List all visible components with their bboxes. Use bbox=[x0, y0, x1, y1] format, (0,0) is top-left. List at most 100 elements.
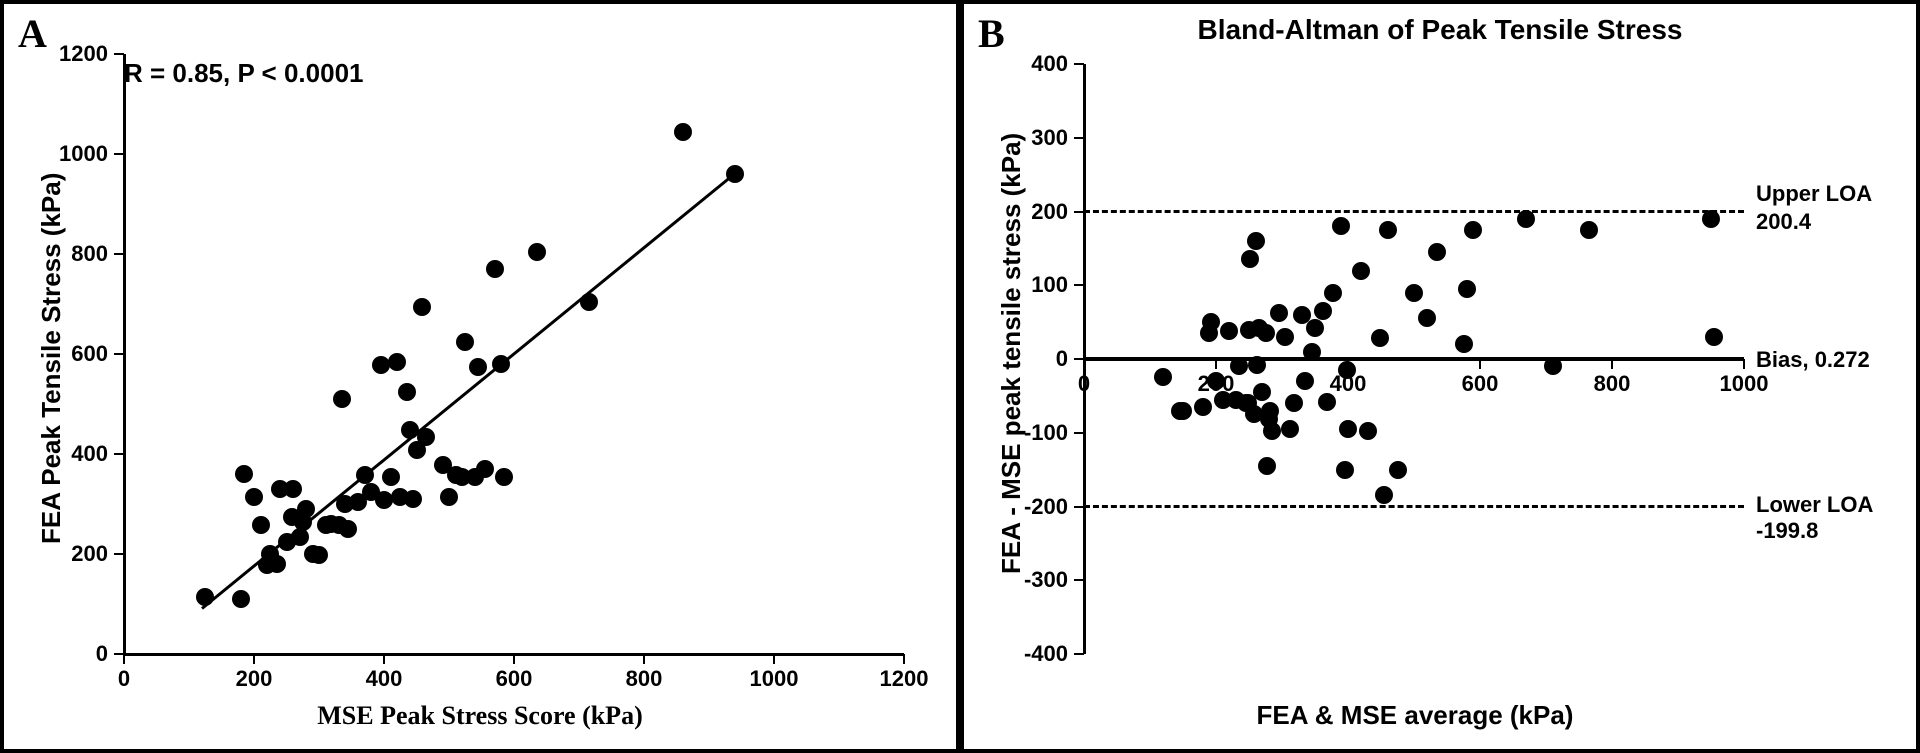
y-tick bbox=[1074, 506, 1084, 508]
data-point bbox=[1174, 402, 1192, 420]
data-point bbox=[1352, 262, 1370, 280]
y-tick bbox=[1074, 432, 1084, 434]
data-point bbox=[1544, 357, 1562, 375]
lower-loa-line bbox=[1084, 505, 1744, 508]
panel-a-x-title: MSE Peak Stress Score (kPa) bbox=[4, 701, 956, 731]
data-point bbox=[1220, 322, 1238, 340]
y-tick bbox=[1074, 653, 1084, 655]
x-tick-label: 600 bbox=[496, 666, 533, 692]
lower-loa-value: -199.8 bbox=[1756, 518, 1818, 544]
x-tick bbox=[253, 654, 255, 664]
data-point bbox=[404, 490, 422, 508]
data-point bbox=[333, 390, 351, 408]
x-tick bbox=[383, 654, 385, 664]
data-point bbox=[1580, 221, 1598, 239]
data-point bbox=[1285, 394, 1303, 412]
data-point bbox=[1339, 420, 1357, 438]
y-tick bbox=[114, 453, 124, 455]
upper-loa-label: Upper LOA bbox=[1756, 181, 1872, 207]
data-point bbox=[486, 260, 504, 278]
x-tick-label: 1000 bbox=[750, 666, 799, 692]
data-point bbox=[1336, 461, 1354, 479]
data-point bbox=[1296, 372, 1314, 390]
bias-line bbox=[1084, 357, 1744, 360]
data-point bbox=[413, 298, 431, 316]
panel-b-x-title: FEA & MSE average (kPa) bbox=[914, 700, 1916, 731]
data-point bbox=[382, 468, 400, 486]
y-tick bbox=[1074, 284, 1084, 286]
data-point bbox=[398, 383, 416, 401]
data-point bbox=[245, 488, 263, 506]
data-point bbox=[1241, 250, 1259, 268]
data-point bbox=[1263, 422, 1281, 440]
panel-b: B Bland-Altman of Peak Tensile Stress 02… bbox=[960, 0, 1920, 753]
panel-a-y-title: FEA Peak Tensile Stress (kPa) bbox=[36, 173, 67, 544]
data-point bbox=[1324, 284, 1342, 302]
x-tick bbox=[1083, 359, 1085, 369]
data-point bbox=[1258, 457, 1276, 475]
y-tick bbox=[1074, 358, 1084, 360]
y-tick bbox=[1074, 579, 1084, 581]
data-point bbox=[1428, 243, 1446, 261]
data-point bbox=[1379, 221, 1397, 239]
data-point bbox=[1281, 420, 1299, 438]
panel-b-plot: 02004006008001000-400-300-200-1000100200… bbox=[1084, 64, 1744, 654]
data-point bbox=[1257, 324, 1275, 342]
panel-a-plot: 0200400600800100012000200400600800100012… bbox=[124, 54, 904, 654]
data-point bbox=[372, 356, 390, 374]
y-tick bbox=[114, 153, 124, 155]
data-point bbox=[375, 491, 393, 509]
y-tick-label: 0 bbox=[38, 641, 108, 667]
x-tick-label: 800 bbox=[1594, 371, 1631, 397]
x-tick bbox=[1215, 359, 1217, 369]
data-point bbox=[1517, 210, 1535, 228]
data-point bbox=[284, 480, 302, 498]
data-point bbox=[1261, 402, 1279, 420]
data-point bbox=[1375, 486, 1393, 504]
y-tick bbox=[114, 253, 124, 255]
data-point bbox=[1306, 319, 1324, 337]
y-tick-label: 400 bbox=[998, 51, 1068, 77]
data-point bbox=[1202, 313, 1220, 331]
data-point bbox=[1371, 329, 1389, 347]
y-tick bbox=[1074, 63, 1084, 65]
data-point bbox=[232, 590, 250, 608]
panel-b-y-title: FEA - MSE peak tensile stress (kPa) bbox=[996, 133, 1027, 574]
data-point bbox=[1207, 372, 1225, 390]
upper-loa-value: 200.4 bbox=[1756, 209, 1811, 235]
figure: A R = 0.85, P < 0.0001 02004006008001000… bbox=[0, 0, 1920, 753]
data-point bbox=[1705, 328, 1723, 346]
data-point bbox=[235, 465, 253, 483]
data-point bbox=[310, 546, 328, 564]
y-tick-label: 1000 bbox=[38, 141, 108, 167]
lower-loa-label: Lower LOA bbox=[1756, 492, 1873, 518]
data-point bbox=[1464, 221, 1482, 239]
data-point bbox=[1154, 368, 1172, 386]
data-point bbox=[1247, 232, 1265, 250]
data-point bbox=[495, 468, 513, 486]
x-tick bbox=[123, 654, 125, 664]
x-tick-label: 600 bbox=[1462, 371, 1499, 397]
data-point bbox=[1359, 422, 1377, 440]
bias-label: Bias, 0.272 bbox=[1756, 347, 1870, 373]
data-point bbox=[1318, 393, 1336, 411]
data-point bbox=[1194, 398, 1212, 416]
data-point bbox=[1702, 210, 1720, 228]
x-tick bbox=[1479, 359, 1481, 369]
y-tick bbox=[114, 653, 124, 655]
y-tick-label: 1200 bbox=[38, 41, 108, 67]
data-point bbox=[469, 358, 487, 376]
x-tick bbox=[513, 654, 515, 664]
data-point bbox=[674, 123, 692, 141]
y-tick bbox=[1074, 211, 1084, 213]
data-point bbox=[1276, 328, 1294, 346]
trend-line bbox=[201, 172, 736, 609]
data-point bbox=[1270, 304, 1288, 322]
x-tick bbox=[643, 654, 645, 664]
data-point bbox=[1314, 302, 1332, 320]
data-point bbox=[1303, 343, 1321, 361]
data-point bbox=[1230, 357, 1248, 375]
x-tick-label: 1000 bbox=[1720, 371, 1769, 397]
data-point bbox=[1458, 280, 1476, 298]
y-tick bbox=[1074, 137, 1084, 139]
